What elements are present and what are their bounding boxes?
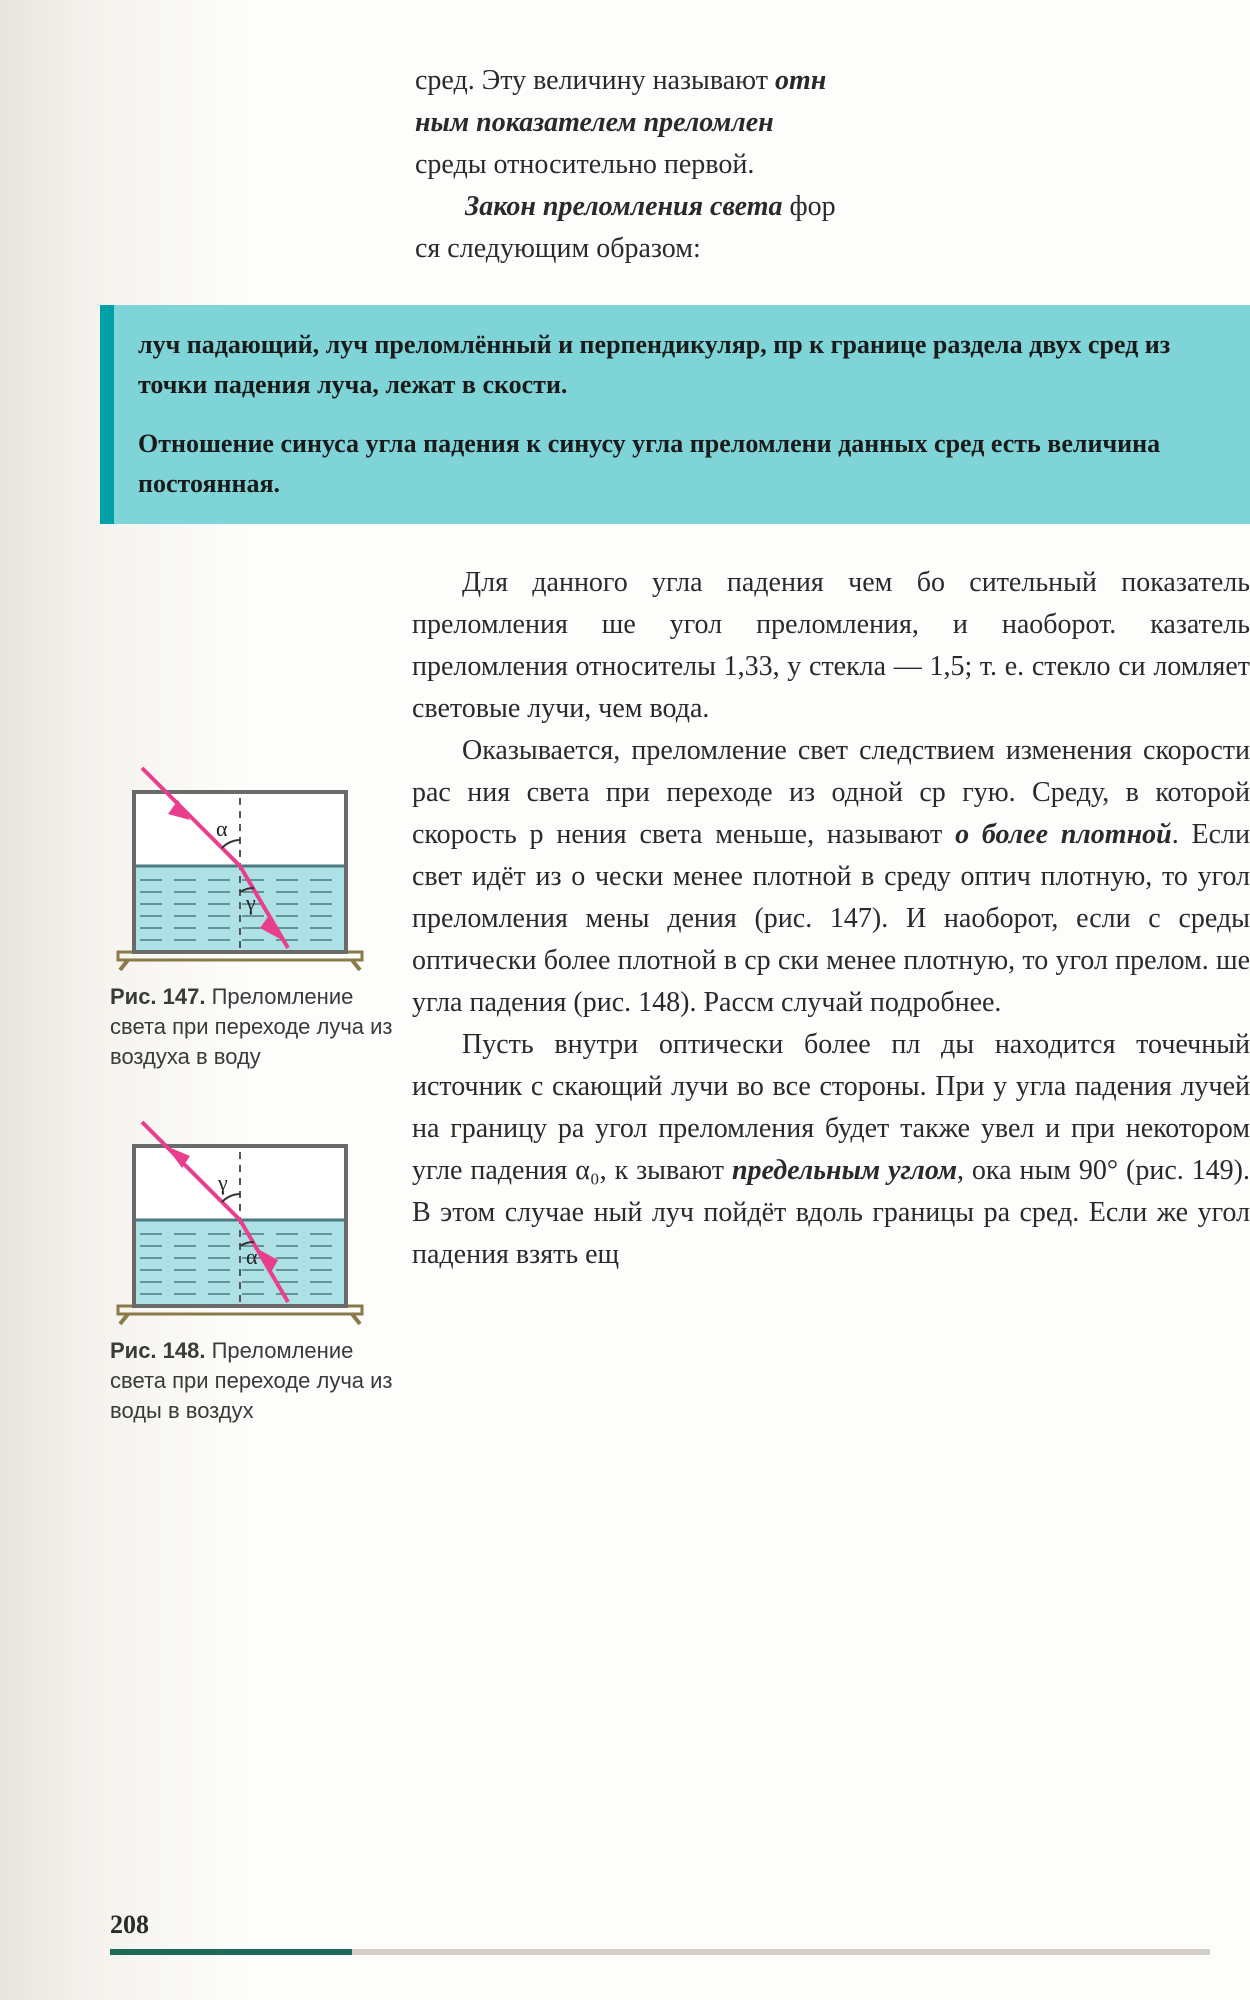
figure-147: α γ Рис. 147. Преломление света при пере… (110, 762, 400, 1071)
law-box: луч падающий, луч преломлённый и перпенд… (100, 305, 1250, 524)
svg-text:α: α (216, 816, 228, 841)
svg-text:γ: γ (217, 1170, 228, 1195)
intro-paragraph: сред. Эту величину называют отн ным пока… (415, 60, 1250, 270)
term-law: Закон преломления света (465, 191, 782, 222)
body-text: Для данного угла падения чем бо сительны… (412, 562, 1250, 1470)
refraction-diagram-148: γ α (110, 1116, 370, 1326)
figure-147-caption: Рис. 147. Преломление света при переходе… (110, 982, 400, 1071)
text: среды относительно первой. (415, 149, 754, 180)
term-fragment: ным показателем преломлен (415, 107, 774, 138)
paragraph-2: Оказывается, преломление свет следствием… (412, 730, 1250, 1024)
main-content: α γ Рис. 147. Преломление света при пере… (100, 562, 1250, 1470)
term-dense: о более плотной (955, 819, 1172, 850)
text: фор (782, 191, 835, 222)
refraction-diagram-147: α γ (110, 762, 370, 972)
law-text-2: Отношение синуса угла падения к синусу у… (138, 424, 1240, 505)
term-critical-angle: предельным углом (732, 1155, 957, 1186)
term-fragment: отн (775, 65, 826, 96)
text: сред. Эту величину называют (415, 65, 775, 96)
paragraph-1: Для данного угла падения чем бо сительны… (412, 562, 1250, 730)
figure-148: γ α Рис. 148. Преломление света при пере… (110, 1116, 400, 1425)
paragraph-3: Пусть внутри оптически более пл ды наход… (412, 1024, 1250, 1276)
text: ся следующим образом: (415, 233, 701, 264)
page-number: 208 (110, 1910, 149, 1940)
fig-label: Рис. 148. (110, 1338, 205, 1363)
figures-column: α γ Рис. 147. Преломление света при пере… (100, 562, 400, 1470)
svg-text:α: α (246, 1244, 258, 1269)
law-text-1: луч падающий, луч преломлённый и перпенд… (138, 325, 1240, 406)
svg-text:γ: γ (245, 890, 256, 915)
footer-rule (110, 1949, 1210, 1955)
textbook-page: сред. Эту величину называют отн ным пока… (0, 0, 1250, 2000)
fig-label: Рис. 147. (110, 984, 205, 1009)
figure-148-caption: Рис. 148. Преломление света при переходе… (110, 1336, 400, 1425)
